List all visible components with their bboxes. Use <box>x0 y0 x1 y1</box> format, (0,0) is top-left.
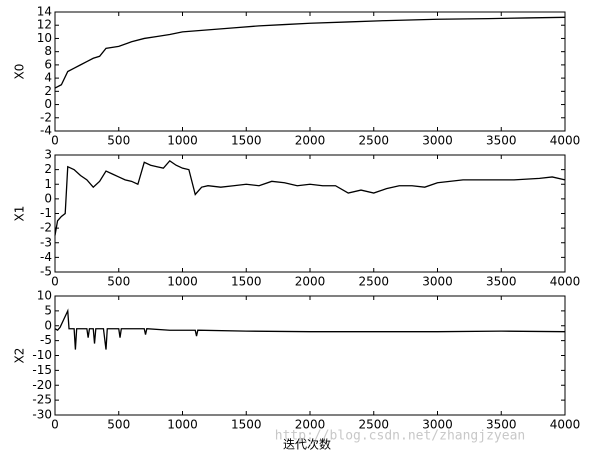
x-tick-label: 0 <box>51 418 59 432</box>
y-tick-label: -2 <box>40 221 52 235</box>
x-tick-label: 3500 <box>486 134 517 148</box>
y-tick-label: 4 <box>44 71 52 85</box>
y-tick-label: -10 <box>32 348 52 362</box>
y-tick-label: 8 <box>44 44 52 58</box>
x-tick-label: 3000 <box>422 418 453 432</box>
plot-frame <box>54 154 566 273</box>
x-tick-label: 2000 <box>295 275 326 289</box>
x-tick-label: 1000 <box>167 134 198 148</box>
x-axis-label: 迭代次数 <box>283 437 331 452</box>
x-tick-label: 3000 <box>422 275 453 289</box>
y-tick-label: 6 <box>44 57 52 71</box>
watermark: http://blog.csdn.net/zhangjzyean <box>275 429 525 444</box>
data-line <box>54 159 566 236</box>
x-tick-label: 1500 <box>231 275 262 289</box>
x-tick-label: 0 <box>51 134 59 148</box>
plot-frame <box>54 11 566 132</box>
y-tick-label: -2 <box>40 110 52 124</box>
y-tick-label: -5 <box>40 333 52 347</box>
x-tick-label: 1000 <box>167 418 198 432</box>
y-tick-label: -25 <box>32 393 52 407</box>
x-tick-label: 2000 <box>295 418 326 432</box>
x-tick-label: 3500 <box>486 418 517 432</box>
y-tick-label: 10 <box>37 31 52 45</box>
y-tick-label: 0 <box>44 191 52 205</box>
x-tick-label: 4000 <box>550 134 581 148</box>
x-tick-label: 2500 <box>358 134 389 148</box>
x-tick-label: 4000 <box>550 275 581 289</box>
x-tick-label: 500 <box>107 134 130 148</box>
x-tick-label: 1500 <box>231 134 262 148</box>
y-tick-label: -4 <box>40 124 52 138</box>
y-axis-label: X1 <box>13 206 27 222</box>
x-tick-label: 1500 <box>231 418 262 432</box>
y-tick-label: -5 <box>40 265 52 279</box>
y-tick-label: 0 <box>44 97 52 111</box>
y-tick-label: 5 <box>44 303 52 317</box>
x-tick-label: 2000 <box>295 134 326 148</box>
y-tick-label: 14 <box>37 5 52 19</box>
x-tick-label: 2500 <box>358 275 389 289</box>
x-tick-label: 2500 <box>358 418 389 432</box>
y-tick-label: 2 <box>44 84 52 98</box>
x-tick-label: 3000 <box>422 134 453 148</box>
y-tick-label: 2 <box>44 162 52 176</box>
y-tick-label: 3 <box>44 148 52 162</box>
y-tick-label: -3 <box>40 235 52 249</box>
x-tick-label: 500 <box>107 275 130 289</box>
plot-frame <box>54 295 566 416</box>
x-tick-label: 4000 <box>550 418 581 432</box>
y-tick-label: 12 <box>37 18 52 32</box>
y-tick-label: -15 <box>32 363 52 377</box>
x-tick-label: 3500 <box>486 275 517 289</box>
y-tick-label: -30 <box>32 408 52 422</box>
x-tick-label: 1000 <box>167 275 198 289</box>
y-tick-label: 10 <box>37 289 52 303</box>
data-line <box>54 16 566 89</box>
y-tick-label: -20 <box>32 378 52 392</box>
y-tick-label: -4 <box>40 250 52 264</box>
y-tick-label: 1 <box>44 177 52 191</box>
y-axis-label: X0 <box>13 64 27 80</box>
x-tick-label: 500 <box>107 418 130 432</box>
x-tick-label: 0 <box>51 275 59 289</box>
data-line <box>54 308 566 350</box>
y-tick-label: 0 <box>44 318 52 332</box>
y-axis-label: X2 <box>13 348 27 364</box>
y-tick-label: -1 <box>40 206 52 220</box>
